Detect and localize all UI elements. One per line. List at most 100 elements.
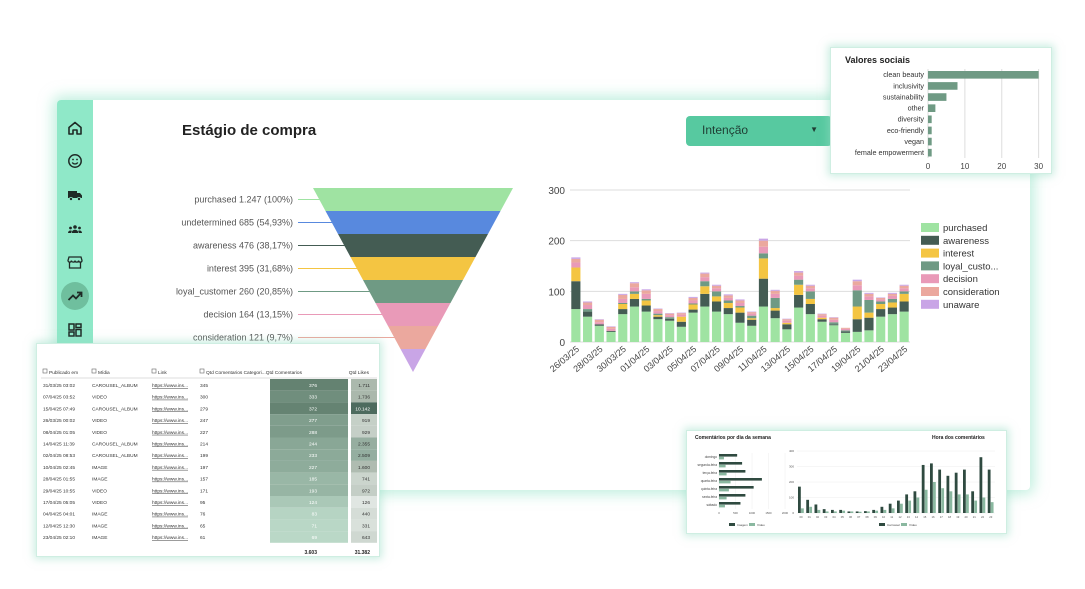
x-tick-label: 14: [915, 515, 919, 519]
category-label: other: [908, 104, 925, 113]
funnel-label-decision: decision 164 (13,15%): [203, 310, 293, 320]
y-tick-label: 200: [789, 480, 794, 484]
bar-segment-unaware: [583, 301, 593, 303]
sidebar-item-home[interactable]: [61, 114, 89, 142]
table-cell: 14/04/25 11:39: [43, 442, 75, 448]
hour-bar: [798, 486, 801, 513]
bar-segment-loyal_customer: [864, 299, 874, 313]
table-cell: 76: [200, 512, 206, 518]
x-tick-label: 05: [841, 515, 845, 519]
bar-segment-consideration: [876, 297, 886, 300]
table-cell: 157: [200, 477, 208, 483]
sidebar-item-delivery[interactable]: [61, 181, 89, 209]
hour-bar: [982, 497, 986, 513]
bar-segment-consideration: [805, 285, 815, 289]
sidebar-item-dashboard[interactable]: [61, 316, 89, 344]
weekday-bar: [719, 496, 727, 500]
legend-swatch: [901, 523, 907, 526]
social-bar: [928, 71, 1039, 79]
bar-segment-decision: [876, 299, 886, 302]
sidebar-item-audience[interactable]: [61, 215, 89, 243]
table-link: https://www.ins...: [152, 477, 188, 483]
legend-swatch: [921, 223, 939, 232]
table-cell: IMAGE: [92, 535, 107, 541]
x-tick-label: 10: [882, 515, 886, 519]
legend-swatch: [729, 523, 735, 526]
legend-label: Imagem: [737, 523, 748, 527]
legend-label: decision: [943, 274, 978, 285]
bar-segment-consideration: [782, 319, 792, 321]
bar-segment-unaware: [571, 257, 581, 259]
funnel-segment-interest: [350, 257, 476, 280]
x-tick-label: 06: [849, 515, 853, 519]
sidebar-item-store[interactable]: [61, 248, 89, 276]
bar-segment-decision: [688, 300, 698, 304]
hour-bar: [966, 494, 969, 513]
bar-segment-purchased: [829, 325, 839, 342]
bar-segment-loyal_customer: [653, 313, 663, 316]
weekday-bar: [719, 472, 727, 476]
sidebar-item-sentiment[interactable]: [61, 147, 89, 175]
hour-bar: [847, 511, 851, 513]
bar-segment-unaware: [711, 284, 722, 286]
table-link: https://www.ins...: [152, 383, 188, 389]
table-cell: 345: [200, 383, 208, 389]
chevron-down-icon: ▼: [810, 125, 818, 134]
bar-segment-purchased: [653, 319, 663, 342]
x-tick-label: 20: [997, 162, 1006, 171]
weekday-bar: [719, 502, 741, 505]
table-cell: 83: [312, 512, 318, 518]
intent-dropdown[interactable]: Intenção ▼: [686, 116, 832, 146]
legend-label: Vídeo: [757, 523, 765, 527]
x-tick-label: 0: [926, 162, 931, 171]
likes-heat-cell: [351, 472, 377, 485]
bar-segment-interest: [887, 302, 897, 308]
hour-bar: [916, 497, 920, 513]
bar-segment-loyal_customer: [618, 302, 628, 304]
table-link: https://www.ins...: [152, 523, 188, 529]
x-tick-label: 12: [898, 515, 902, 519]
bar-segment-loyal_customer: [770, 297, 780, 309]
bar-segment-decision: [665, 315, 675, 318]
bar-segment-decision: [782, 320, 792, 323]
sidebar-item-purchase-stage[interactable]: [61, 282, 89, 310]
bar-segment-consideration: [594, 319, 604, 323]
table-cell: 07/04/25 03:52: [43, 395, 75, 401]
bar-segment-awareness: [747, 319, 757, 326]
bar-segment-purchased: [641, 311, 651, 342]
trending-up-icon: [67, 291, 83, 301]
weekday-bar: [719, 470, 746, 473]
bar-segment-awareness: [665, 318, 675, 321]
total-likes: 31.382: [355, 550, 371, 556]
hour-bar: [957, 494, 961, 513]
x-tick-label: 500: [733, 511, 738, 515]
hour-bar: [809, 506, 813, 513]
bar-segment-interest: [641, 300, 651, 306]
bar-segment-loyal_customer: [735, 306, 745, 308]
table-cell: 185: [309, 477, 317, 483]
bar-segment-awareness: [852, 319, 862, 332]
social-bar: [928, 126, 932, 135]
table-cell: 277: [309, 418, 317, 424]
table-cell: CAROUSEL_ALBUM: [92, 453, 138, 459]
comment-heat-cell: [270, 519, 348, 532]
table-cell: 126: [362, 500, 370, 506]
likes-heat-cell: [351, 484, 377, 496]
bar-segment-interest: [747, 318, 757, 320]
table-cell: 199: [200, 453, 208, 459]
bar-segment-awareness: [864, 317, 874, 331]
bar-segment-interest: [876, 304, 886, 310]
posts-table-panel: Publicado em Mídia Link Qtd Comentarios Cat…: [36, 343, 380, 557]
bar-segment-decision: [829, 319, 839, 323]
hour-bar: [924, 489, 928, 513]
table-cell: IMAGE: [92, 512, 107, 518]
bar-segment-awareness: [735, 312, 745, 323]
hour-bar: [801, 508, 804, 513]
legend-label: consideration: [943, 287, 1000, 298]
table-cell: 10/04/25 02:45: [43, 465, 75, 471]
bar-segment-interest: [688, 304, 698, 310]
likes-heat-cell: [351, 496, 377, 508]
bar-segment-unaware: [782, 318, 792, 320]
hour-bar: [908, 500, 912, 513]
table-cell: 247: [200, 418, 208, 424]
